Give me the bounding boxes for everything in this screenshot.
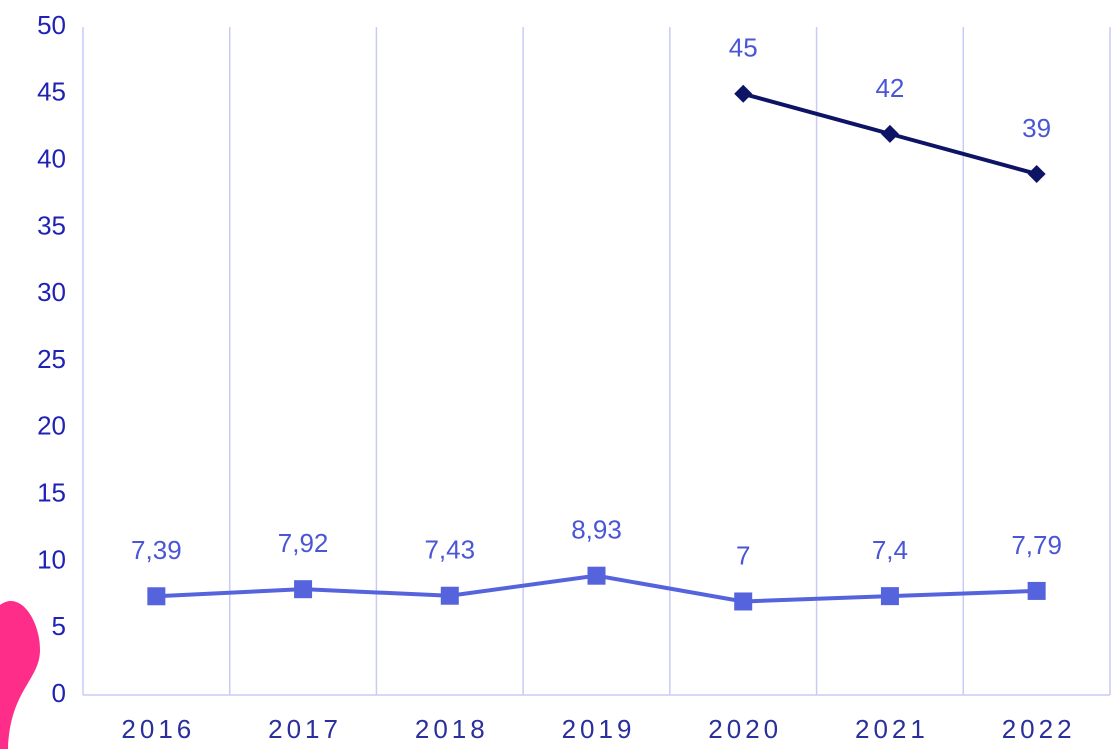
data-label: 7,4 — [872, 535, 908, 565]
data-label: 42 — [875, 73, 904, 103]
y-tick-label: 45 — [37, 77, 66, 107]
y-tick-label: 10 — [37, 544, 66, 574]
x-tick-label: 2018 — [415, 714, 489, 744]
y-tick-label: 40 — [37, 143, 66, 173]
y-tick-label: 30 — [37, 277, 66, 307]
marker — [294, 580, 312, 598]
data-label: 7,43 — [424, 535, 475, 565]
data-label: 7,92 — [278, 528, 329, 558]
y-tick-label: 15 — [37, 477, 66, 507]
marker — [147, 587, 165, 605]
marker — [441, 587, 459, 605]
marker — [881, 587, 899, 605]
x-tick-label: 2016 — [121, 714, 195, 744]
page: 0 5 10 15 20 25 30 35 40 45 50 2016 2017 2018 2019 2020… — [0, 0, 1112, 749]
data-label: 39 — [1022, 113, 1051, 143]
data-label: 7,39 — [131, 535, 182, 565]
marker — [1028, 582, 1046, 600]
data-label: 7,79 — [1011, 530, 1062, 560]
marker — [1028, 165, 1046, 183]
data-label: 45 — [729, 33, 758, 63]
marker — [734, 85, 752, 103]
y-tick-label: 25 — [37, 344, 66, 374]
y-tick-label: 20 — [37, 411, 66, 441]
data-label: 7 — [736, 540, 750, 570]
x-tick-label: 2022 — [1002, 714, 1076, 744]
x-tick-label: 2020 — [708, 714, 782, 744]
y-tick-label: 50 — [37, 10, 66, 40]
marker — [881, 125, 899, 143]
x-tick-label: 2017 — [268, 714, 342, 744]
y-tick-label: 35 — [37, 210, 66, 240]
y-tick-label: 5 — [52, 611, 66, 641]
x-tick-label: 2019 — [562, 714, 636, 744]
x-tick-label: 2021 — [855, 714, 929, 744]
marker — [588, 567, 606, 585]
chart: 0 5 10 15 20 25 30 35 40 45 50 2016 2017 2018 2019 2020… — [0, 0, 1112, 749]
y-tick-label: 0 — [52, 678, 66, 708]
decoration — [0, 601, 40, 749]
marker — [734, 592, 752, 610]
data-label: 8,93 — [571, 515, 622, 545]
